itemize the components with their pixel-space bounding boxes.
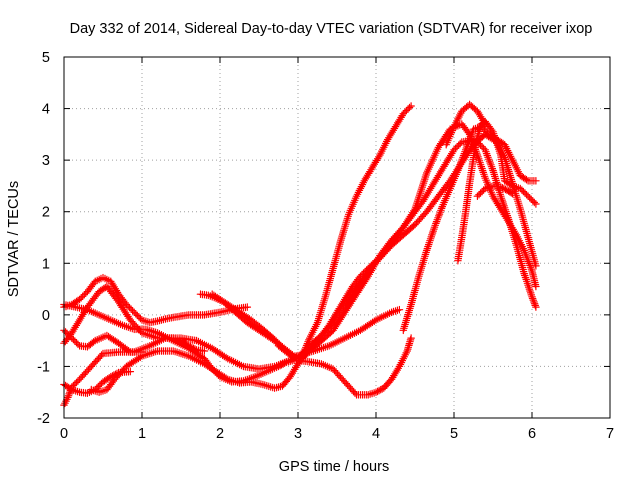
data-series <box>60 100 540 409</box>
x-tick-label: 0 <box>60 426 68 442</box>
y-tick-label: 3 <box>42 153 50 169</box>
series-sat-g <box>196 102 415 363</box>
series-markers <box>473 182 517 200</box>
y-tick-label: 4 <box>42 102 50 118</box>
plot-frame <box>63 56 611 419</box>
y-tick-label: -1 <box>37 359 50 375</box>
y-tick-label: 0 <box>42 308 50 324</box>
series-markers <box>442 100 489 149</box>
y-axis-label: SDTVAR / TECUs <box>6 181 22 297</box>
y-tick-label: 2 <box>42 205 50 221</box>
series-sat-m <box>442 100 489 149</box>
x-axis-label: GPS time / hours <box>279 459 389 475</box>
series-sat-l <box>454 117 540 265</box>
x-tick-label: 6 <box>528 426 536 442</box>
y-tick-label: -2 <box>37 411 50 427</box>
y-tick-label: 1 <box>42 256 50 272</box>
chart-title: Day 332 of 2014, Sidereal Day-to-day VTE… <box>70 21 593 37</box>
y-tick-label: 5 <box>42 50 50 66</box>
x-tick-label: 4 <box>372 426 380 442</box>
series-sat-n <box>473 182 517 200</box>
axis-ticks: 0 1 2 3 4 5 6 7 -2 -1 0 1 2 3 4 5 <box>37 50 614 442</box>
series-markers <box>196 102 415 363</box>
x-tick-label: 3 <box>294 426 302 442</box>
x-tick-label: 5 <box>450 426 458 442</box>
series-markers <box>454 117 540 265</box>
x-tick-label: 2 <box>216 426 224 442</box>
x-tick-label: 1 <box>138 426 146 442</box>
x-tick-label: 7 <box>606 426 614 442</box>
